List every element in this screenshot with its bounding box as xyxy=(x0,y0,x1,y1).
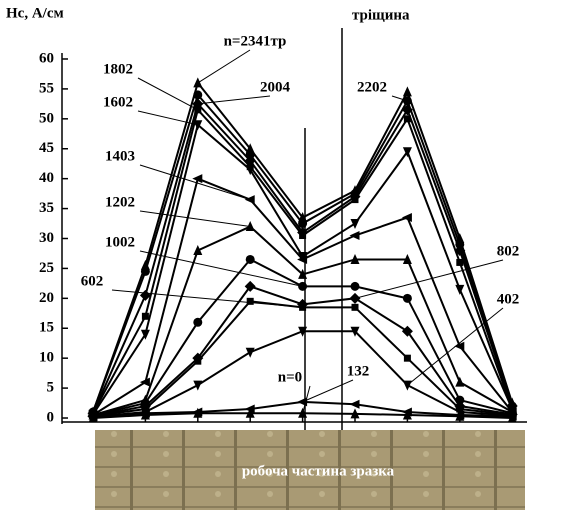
series-line xyxy=(93,83,512,412)
y-tick-label: 0 xyxy=(47,409,55,425)
marker xyxy=(142,313,149,320)
marker xyxy=(350,231,360,240)
marker xyxy=(404,355,411,362)
marker xyxy=(247,298,254,305)
label-arrow xyxy=(303,380,353,402)
marker xyxy=(455,377,464,387)
label-arrow xyxy=(355,260,503,298)
marker xyxy=(403,294,412,303)
marker xyxy=(299,232,306,239)
series-label: 802 xyxy=(497,243,520,259)
series-label: 1202 xyxy=(105,194,135,210)
crack-label: тріщина xyxy=(352,7,410,23)
marker xyxy=(246,348,255,358)
series-label: n=2341тр xyxy=(224,33,287,49)
series-label: 1602 xyxy=(103,94,133,110)
y-tick-label: 25 xyxy=(39,260,54,276)
y-tick-label: 55 xyxy=(39,80,54,96)
specimen-label: робоча частина зразка xyxy=(242,463,395,479)
y-tick-label: 60 xyxy=(39,50,54,66)
series-label: 2202 xyxy=(357,79,387,95)
marker xyxy=(351,219,360,229)
marker xyxy=(352,196,359,203)
marker xyxy=(456,259,463,266)
marker xyxy=(351,282,360,291)
y-tick-label: 20 xyxy=(39,290,54,306)
marker xyxy=(246,255,255,264)
y-tick-label: 45 xyxy=(39,140,54,156)
label-arrow xyxy=(198,50,250,83)
label-arrow xyxy=(140,165,250,200)
series-label: 402 xyxy=(497,291,520,307)
chart: Hc, А/см тріщина робоча частина зразка 0… xyxy=(0,0,563,510)
series-label: 1002 xyxy=(105,234,135,250)
marker xyxy=(141,267,150,276)
y-tick-label: 30 xyxy=(39,230,54,246)
series-label: 1403 xyxy=(105,148,135,164)
series-label: n=0 xyxy=(278,369,302,385)
y-tick-label: 40 xyxy=(39,170,54,186)
series-label: 1802 xyxy=(103,61,133,77)
marker xyxy=(402,213,412,222)
y-tick-label: 15 xyxy=(39,320,54,336)
marker xyxy=(193,90,202,99)
marker xyxy=(194,358,201,365)
marker xyxy=(193,318,202,327)
y-tick-label: 5 xyxy=(47,380,55,396)
marker xyxy=(352,304,359,311)
series-label: 2004 xyxy=(260,79,291,95)
label-arrow xyxy=(138,78,198,110)
y-tick-label: 10 xyxy=(39,350,54,366)
marker xyxy=(403,86,412,96)
series-label: 602 xyxy=(81,273,104,289)
label-arrow xyxy=(140,251,303,286)
y-tick-label: 35 xyxy=(39,200,54,216)
marker xyxy=(350,400,360,409)
marker xyxy=(404,115,411,122)
marker xyxy=(455,285,464,295)
series-label: 132 xyxy=(347,363,370,379)
y-tick-label: 50 xyxy=(39,110,54,126)
y-axis-label: Hc, А/см xyxy=(6,5,64,21)
